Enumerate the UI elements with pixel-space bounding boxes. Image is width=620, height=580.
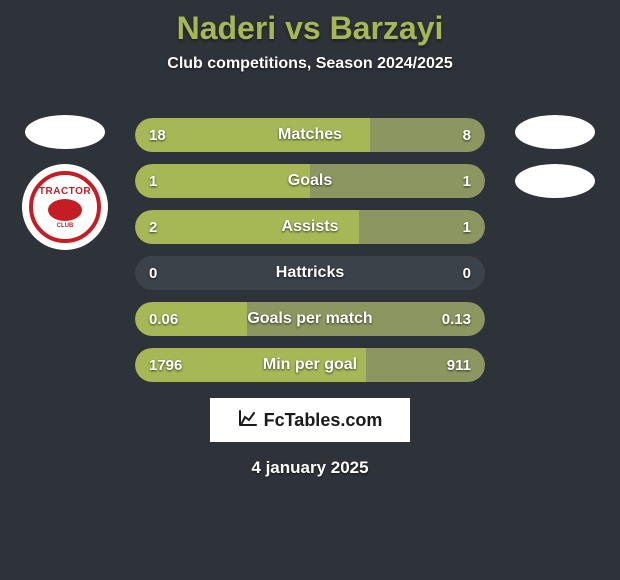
bar-label: Min per goal bbox=[263, 356, 357, 374]
date-text: 4 january 2025 bbox=[251, 458, 368, 478]
bar-label: Hattricks bbox=[276, 264, 344, 282]
bar-label: Goals bbox=[288, 172, 332, 190]
page-title: Naderi vs Barzayi bbox=[0, 0, 620, 47]
bar-label: Goals per match bbox=[247, 310, 372, 328]
stat-bars: 18 Matches 8 1 Goals 1 2 Assists 1 0 Hattricks 0 0.0… bbox=[135, 118, 485, 382]
right-player-column bbox=[505, 115, 605, 198]
player-avatar-left bbox=[25, 115, 105, 149]
stat-bar: 0 Hattricks 0 bbox=[135, 256, 485, 290]
bar-label: Assists bbox=[282, 218, 339, 236]
club-badge-left: TRACTOR CLUB bbox=[22, 164, 108, 250]
bar-value-right: 1 bbox=[463, 173, 471, 190]
stat-bar: 2 Assists 1 bbox=[135, 210, 485, 244]
bar-value-right: 1 bbox=[463, 219, 471, 236]
bar-value-right: 911 bbox=[447, 357, 471, 374]
comparison-card: Naderi vs Barzayi Club competitions, Sea… bbox=[0, 0, 620, 580]
tractor-icon bbox=[48, 199, 82, 221]
bar-value-left: 0 bbox=[149, 265, 157, 282]
bar-fill-right bbox=[310, 164, 485, 198]
bar-fill-left bbox=[135, 164, 310, 198]
left-player-column: TRACTOR CLUB bbox=[15, 115, 115, 250]
stat-bar: 1796 Min per goal 911 bbox=[135, 348, 485, 382]
subtitle: Club competitions, Season 2024/2025 bbox=[0, 55, 620, 73]
stat-bar: 0.06 Goals per match 0.13 bbox=[135, 302, 485, 336]
player-avatar-right bbox=[515, 115, 595, 149]
bar-value-left: 1 bbox=[149, 173, 157, 190]
bar-value-left: 0.06 bbox=[149, 311, 178, 328]
club-name: TRACTOR bbox=[39, 186, 91, 197]
fctables-logo: FcTables.com bbox=[210, 398, 410, 442]
stat-bar: 1 Goals 1 bbox=[135, 164, 485, 198]
bar-value-right: 8 bbox=[463, 127, 471, 144]
logo-text: FcTables.com bbox=[264, 410, 383, 431]
bar-value-right: 0.13 bbox=[442, 311, 471, 328]
stat-bar: 18 Matches 8 bbox=[135, 118, 485, 152]
club-sub: CLUB bbox=[57, 223, 74, 229]
bar-value-left: 2 bbox=[149, 219, 157, 236]
bar-value-right: 0 bbox=[463, 265, 471, 282]
bar-value-left: 18 bbox=[149, 127, 166, 144]
club-badge-right bbox=[515, 164, 595, 198]
bar-label: Matches bbox=[278, 126, 342, 144]
bar-value-left: 1796 bbox=[149, 357, 182, 374]
club-badge-inner: TRACTOR CLUB bbox=[29, 171, 101, 243]
chart-icon bbox=[238, 409, 258, 432]
